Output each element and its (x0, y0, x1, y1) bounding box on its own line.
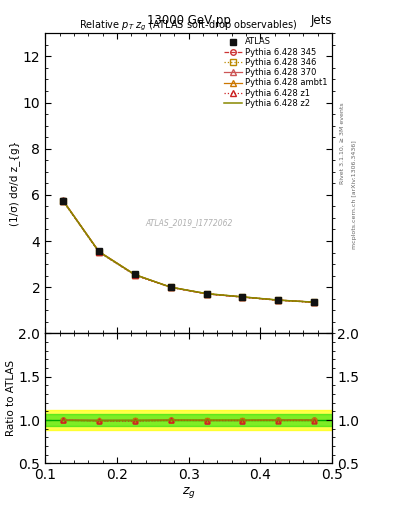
Pythia 6.428 370 (204, 291, 209, 297)
Pythia 6.428 z2 (204, 291, 209, 297)
Pythia 6.428 370 (312, 299, 316, 305)
Pythia 6.428 346 (240, 294, 245, 300)
Pythia 6.428 z2 (97, 249, 101, 255)
Pythia 6.428 z1 (312, 300, 316, 306)
Text: Rivet 3.1.10, ≥ 3M events: Rivet 3.1.10, ≥ 3M events (340, 102, 345, 184)
Line: Pythia 6.428 370: Pythia 6.428 370 (61, 198, 317, 305)
Line: Pythia 6.428 ambt1: Pythia 6.428 ambt1 (61, 198, 317, 305)
Pythia 6.428 ambt1 (61, 198, 66, 204)
Line: Pythia 6.428 346: Pythia 6.428 346 (61, 198, 317, 305)
Pythia 6.428 z1 (61, 198, 66, 204)
Pythia 6.428 ambt1 (204, 291, 209, 297)
Pythia 6.428 346 (168, 284, 173, 290)
Pythia 6.428 z2 (240, 294, 245, 300)
Pythia 6.428 370 (240, 294, 245, 300)
Pythia 6.428 z1 (204, 291, 209, 297)
Pythia 6.428 ambt1 (97, 248, 101, 254)
Pythia 6.428 ambt1 (312, 299, 316, 305)
X-axis label: $z_g$: $z_g$ (182, 485, 196, 500)
Line: Pythia 6.428 345: Pythia 6.428 345 (61, 198, 317, 305)
Y-axis label: (1/σ) dσ/d z_{g}: (1/σ) dσ/d z_{g} (9, 141, 20, 226)
Pythia 6.428 z1 (168, 284, 173, 290)
Y-axis label: Ratio to ATLAS: Ratio to ATLAS (6, 360, 16, 436)
Pythia 6.428 z2 (276, 297, 281, 303)
Pythia 6.428 346 (204, 291, 209, 297)
Pythia 6.428 346 (97, 249, 101, 255)
Pythia 6.428 370 (97, 248, 101, 254)
Pythia 6.428 z2 (61, 198, 66, 204)
Pythia 6.428 345 (61, 198, 66, 204)
Pythia 6.428 345 (132, 272, 137, 278)
Legend: ATLAS, Pythia 6.428 345, Pythia 6.428 346, Pythia 6.428 370, Pythia 6.428 ambt1,: ATLAS, Pythia 6.428 345, Pythia 6.428 34… (222, 36, 330, 110)
Pythia 6.428 345 (240, 294, 245, 300)
Text: 13000 GeV pp: 13000 GeV pp (147, 14, 231, 27)
Pythia 6.428 ambt1 (240, 294, 245, 300)
Pythia 6.428 370 (168, 284, 173, 290)
Pythia 6.428 z2 (132, 272, 137, 278)
Pythia 6.428 z1 (240, 294, 245, 300)
Pythia 6.428 345 (97, 249, 101, 255)
Pythia 6.428 370 (132, 272, 137, 278)
Pythia 6.428 345 (312, 299, 316, 305)
Line: Pythia 6.428 z1: Pythia 6.428 z1 (61, 198, 317, 305)
Pythia 6.428 370 (276, 297, 281, 303)
Text: mcplots.cern.ch [arXiv:1306.3436]: mcplots.cern.ch [arXiv:1306.3436] (352, 140, 357, 249)
Pythia 6.428 346 (61, 198, 66, 204)
Pythia 6.428 z1 (97, 249, 101, 255)
Pythia 6.428 370 (61, 197, 66, 203)
Pythia 6.428 346 (312, 299, 316, 305)
Pythia 6.428 346 (132, 272, 137, 278)
Pythia 6.428 ambt1 (276, 297, 281, 303)
Title: Relative $p_T$ $z_g$ (ATLAS soft-drop observables): Relative $p_T$ $z_g$ (ATLAS soft-drop ob… (79, 19, 298, 33)
Line: Pythia 6.428 z2: Pythia 6.428 z2 (63, 201, 314, 302)
Pythia 6.428 ambt1 (132, 271, 137, 278)
Pythia 6.428 345 (276, 297, 281, 303)
Text: ATLAS_2019_I1772062: ATLAS_2019_I1772062 (145, 218, 232, 227)
Pythia 6.428 346 (276, 297, 281, 303)
Pythia 6.428 z1 (132, 272, 137, 278)
Pythia 6.428 z2 (168, 284, 173, 290)
Pythia 6.428 ambt1 (168, 284, 173, 290)
Pythia 6.428 345 (168, 284, 173, 290)
Pythia 6.428 345 (204, 291, 209, 297)
Text: Jets: Jets (310, 14, 332, 27)
Pythia 6.428 z2 (312, 299, 316, 305)
Pythia 6.428 z1 (276, 297, 281, 304)
